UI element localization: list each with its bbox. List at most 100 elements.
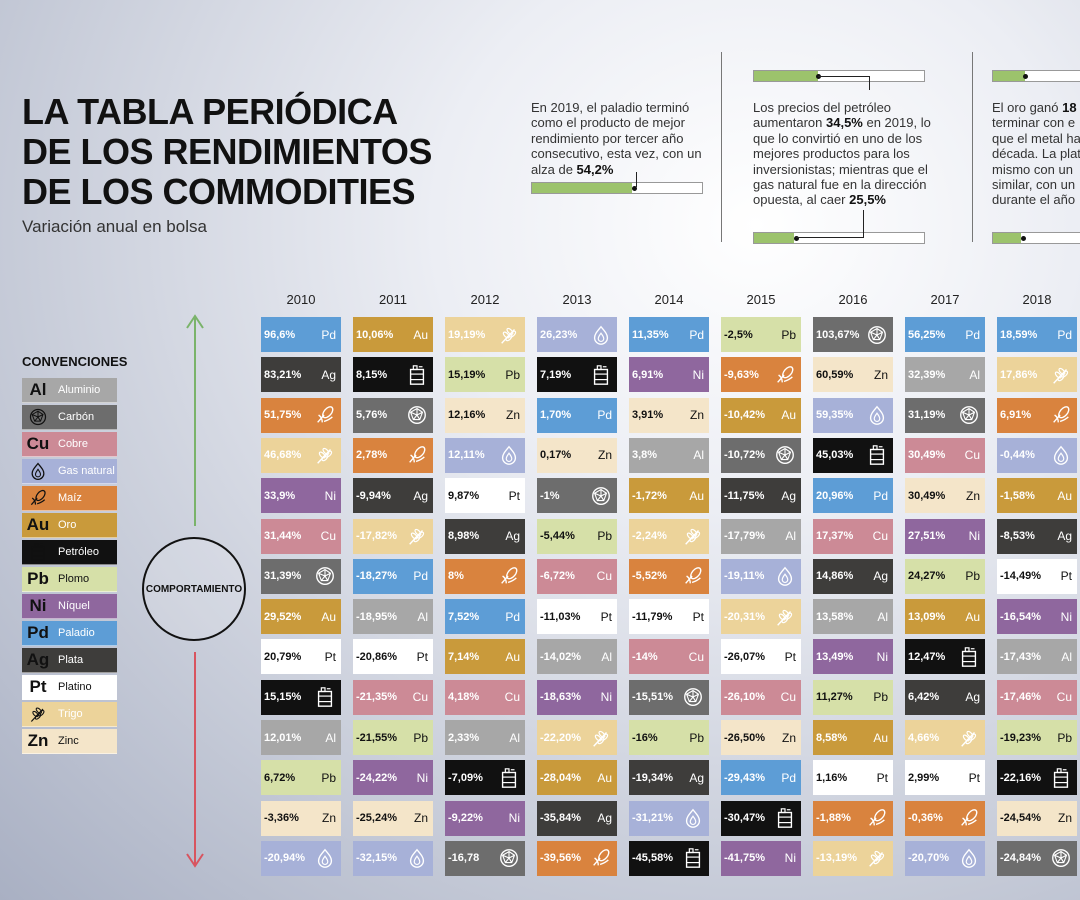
legend-item: Al Aluminio (22, 378, 117, 403)
table-cell: 4,18% Cu (445, 679, 525, 715)
table-cell: 32,39% Al (905, 357, 985, 393)
legend-label: Níquel (58, 600, 90, 612)
cell-value: 17,86% (1000, 368, 1038, 381)
cell-value: 11,27% (816, 691, 853, 704)
cell-value: -2,24% (632, 530, 667, 542)
cell-value: -16,78 (448, 852, 480, 865)
cell-value: 45,03% (816, 449, 854, 462)
corn-icon (774, 364, 796, 386)
table-cell: 1,70% Pd (537, 397, 617, 433)
cell-symbol: Pd (505, 609, 520, 624)
cell-symbol: Pt (784, 649, 796, 664)
note-text: similar, con un (992, 177, 1076, 193)
table-cell: -20,70% (905, 840, 985, 876)
legend-item: Cu Cobre (22, 432, 117, 457)
year-header: 2018 (1022, 292, 1052, 307)
table-cell: 13,09% Au (905, 599, 985, 635)
cell-value: -22,16% (1000, 771, 1041, 784)
cell-value: -16,54% (1000, 610, 1041, 623)
table-cell: -20,86% Pt (353, 639, 433, 675)
corn-icon (314, 404, 336, 426)
table-cell: 12,11% (445, 437, 525, 473)
table-cell: -21,35% Cu (353, 679, 433, 715)
table-cell: -18,27% Pd (353, 558, 433, 594)
note-text: aumentaron (753, 115, 826, 131)
cell-value: -45,58% (632, 852, 673, 865)
year-header: 2015 (746, 292, 776, 307)
cell-value: 24,27% (908, 570, 946, 583)
legend-item: Carbón (22, 405, 117, 430)
cell-symbol: Ag (1057, 529, 1072, 543)
corn-icon (866, 807, 888, 829)
cell-value: 29,52% (264, 610, 302, 623)
table-cell: -18,95% Al (353, 599, 433, 635)
note-highlight: 25,5% (849, 192, 886, 208)
corn-icon (406, 444, 428, 466)
table-cell: -19,11% (721, 558, 801, 594)
table-cell: -1,72% Au (629, 478, 709, 514)
wheat-icon (1050, 364, 1072, 386)
cell-value: 12,16% (448, 409, 486, 422)
table-cell: -45,58% (629, 840, 709, 876)
note-bar (753, 232, 925, 244)
cell-value: -11,03% (540, 610, 581, 623)
cell-value: -14% (632, 650, 658, 663)
cell-value: 7,14% (448, 650, 480, 663)
cell-symbol: Pd (321, 327, 336, 342)
note-line: opuesta, al caer 25,5% (753, 192, 953, 207)
table-cell: -19,23% Pb (997, 720, 1077, 755)
cell-symbol: Al (417, 609, 428, 624)
cell-symbol: Al (1061, 649, 1072, 664)
cell-value: -15,51% (632, 691, 673, 704)
legend-label: Plomo (58, 573, 90, 585)
cell-value: -9,22% (448, 812, 483, 825)
table-cell: -31,21% (629, 800, 709, 836)
legend-label: Gas natural (58, 465, 115, 477)
table-cell: 11,35% Pd (629, 317, 709, 352)
table-cell: -19,34% Ag (629, 760, 709, 796)
cell-value: -6,72% (540, 570, 575, 583)
legend-symbol: Ag (26, 650, 50, 669)
table-cell: 18,59% Pd (997, 317, 1077, 352)
divider (721, 52, 722, 242)
cell-value: 31,19% (908, 409, 946, 422)
coal-icon (682, 686, 704, 708)
year-header: 2017 (930, 292, 960, 307)
table-cell: -14,02% Al (537, 639, 617, 675)
cell-value: 0,17% (540, 449, 572, 462)
table-cell: 9,87% Pt (445, 478, 525, 514)
legend-item: Trigo (22, 702, 117, 727)
legend-item: Petróleo (22, 540, 117, 565)
table-cell: 96,6% Pd (261, 317, 341, 352)
legend-symbol: Ni (29, 596, 47, 615)
cell-value: -17,79% (724, 530, 765, 542)
note-text: inversionistas; mientras que el (753, 161, 928, 177)
cell-value: -26,07% (724, 650, 765, 663)
table-cell: 2,33% Al (445, 720, 525, 755)
cell-value: -20,70% (908, 852, 949, 865)
table-cell: 17,37% Cu (813, 518, 893, 554)
cell-symbol: Ni (600, 690, 612, 705)
cell-symbol: Al (877, 609, 888, 624)
table-cell: -11,75% Ag (721, 478, 801, 514)
note-text: que el metal ha (992, 130, 1080, 146)
cell-value: 15,15% (264, 691, 302, 704)
behavior-label: COMPORTAMIENTO (142, 537, 246, 641)
table-cell: 26,23% (537, 317, 617, 352)
note-line: que lo convirtió en uno de los (753, 131, 953, 146)
cell-value: 1,70% (540, 409, 572, 422)
cell-value: 30,49% (908, 449, 946, 462)
cell-symbol: Cu (688, 649, 704, 664)
coal-icon (406, 404, 428, 426)
coal-icon (590, 485, 612, 507)
cell-symbol: Au (597, 770, 612, 785)
table-cell: 6,91% Ni (629, 357, 709, 393)
cell-value: -19,11% (724, 570, 765, 583)
cell-symbol: Pb (597, 529, 612, 543)
cell-value: 7,19% (540, 368, 572, 381)
coal-icon (1050, 847, 1072, 869)
table-cell: 7,19% (537, 357, 617, 393)
cell-symbol: Ni (968, 529, 980, 543)
table-cell: 31,39% (261, 558, 341, 594)
gas-flame-icon (22, 461, 54, 481)
